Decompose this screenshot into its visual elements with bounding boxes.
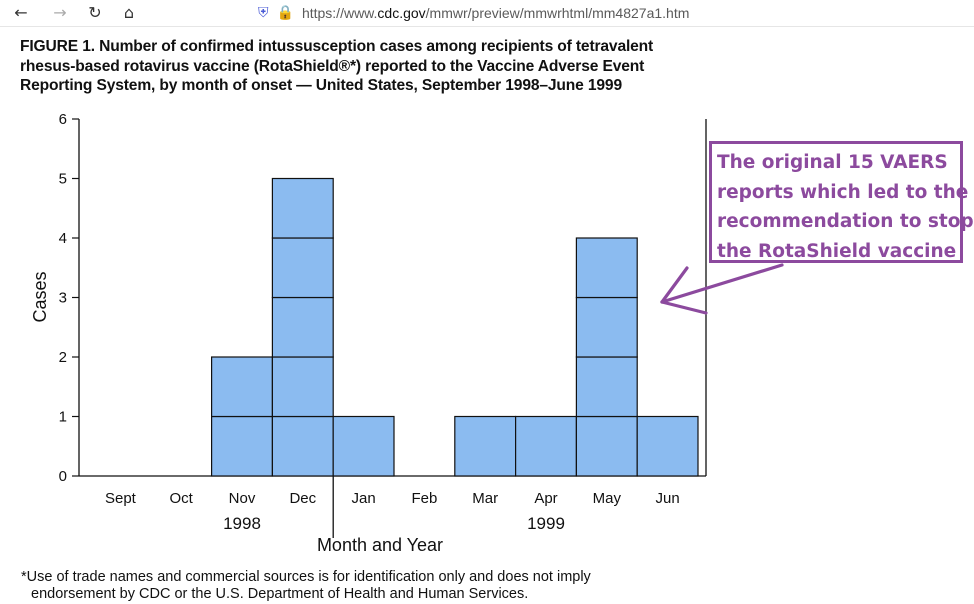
bar-segment: [332, 415, 395, 477]
arrow-right-icon[interactable]: →: [53, 3, 67, 22]
y-tick-label: 1: [59, 409, 67, 426]
arrow-left-icon[interactable]: ←: [14, 3, 28, 22]
url-path: /mmwr/preview/mmwrhtml/mm4827a1.htm: [425, 5, 690, 21]
x-tick-label: Mar: [472, 490, 498, 507]
url-text[interactable]: https://www.cdc.gov/mmwr/preview/mmwrhtm…: [302, 5, 689, 21]
bar-segment: [575, 296, 638, 358]
x-tick-label: May: [593, 490, 622, 507]
x-tick-label: Jun: [656, 490, 680, 507]
y-tick-label: 3: [59, 290, 67, 307]
bar-segment: [575, 356, 638, 418]
browser-toolbar: ← → ↻ ⌂ ⛨ 🔒 https://www.cdc.gov/mmwr/pre…: [0, 0, 974, 27]
url-domain: cdc.gov: [377, 5, 426, 21]
x-tick-label: Apr: [534, 490, 557, 507]
y-tick-label: 0: [59, 468, 67, 485]
bar-segment: [271, 415, 334, 477]
bar-segment: [271, 177, 334, 239]
annotation-arrow-head: [660, 300, 708, 315]
year-label: 1999: [527, 514, 565, 533]
annotation-line: the RotaShield vaccine: [717, 240, 957, 262]
figure-title-line: rhesus-based rotavirus vaccine (RotaShie…: [20, 57, 645, 75]
figure-title: FIGURE 1. Number of confirmed intussusce…: [20, 37, 750, 96]
footnote: *Use of trade names and commercial sourc…: [21, 569, 761, 603]
home-icon[interactable]: ⌂: [123, 3, 135, 22]
y-tick-label: 5: [59, 171, 67, 188]
annotation-line: reports which led to the: [717, 181, 969, 203]
y-axis-title: Cases: [30, 271, 50, 322]
bar-segment: [211, 415, 274, 477]
bar-segment: [211, 356, 274, 418]
x-tick-label: Jan: [352, 490, 376, 507]
lock-icon[interactable]: 🔒: [276, 5, 294, 21]
bar-segment: [636, 415, 699, 477]
annotation-box: The original 15 VAERS reports which led …: [709, 141, 974, 263]
address-bar[interactable]: ⛨ 🔒 https://www.cdc.gov/mmwr/preview/mmw…: [258, 0, 689, 26]
x-axis-title: Month and Year: [317, 535, 443, 555]
x-tick-label: Oct: [170, 490, 194, 507]
footnote-line: *Use of trade names and commercial sourc…: [21, 569, 591, 585]
annotation-arrow-shaft: [660, 263, 784, 304]
y-tick-label: 4: [59, 230, 67, 247]
bar-segment: [575, 237, 638, 299]
footnote-line: endorsement by CDC or the U.S. Departmen…: [31, 586, 529, 602]
figure-title-line: Reporting System, by month of onset — Un…: [20, 77, 622, 94]
bar-segment: [271, 237, 334, 299]
x-tick-label: Nov: [229, 490, 256, 507]
x-tick-label: Feb: [411, 490, 437, 507]
x-tick-label: Sept: [105, 490, 137, 507]
figure-title-line: FIGURE 1. Number of confirmed intussusce…: [20, 38, 654, 55]
x-tick-label: Dec: [289, 490, 316, 507]
bar-segment: [514, 415, 577, 477]
shield-icon[interactable]: ⛨: [258, 5, 269, 21]
bar-segment: [271, 356, 334, 418]
bar-segment: [454, 415, 517, 477]
annotation-line: recommendation to stop: [717, 211, 974, 232]
y-tick-label: 6: [59, 111, 67, 128]
bar-segment: [271, 296, 334, 358]
y-tick-label: 2: [59, 349, 67, 366]
year-label: 1998: [223, 514, 261, 533]
bar-segment: [575, 415, 638, 477]
annotation-arrow-head: [660, 266, 689, 304]
annotation-line: The original 15 VAERS: [717, 152, 948, 173]
reload-icon[interactable]: ↻: [88, 3, 102, 22]
url-prefix: https://www.: [301, 5, 378, 21]
